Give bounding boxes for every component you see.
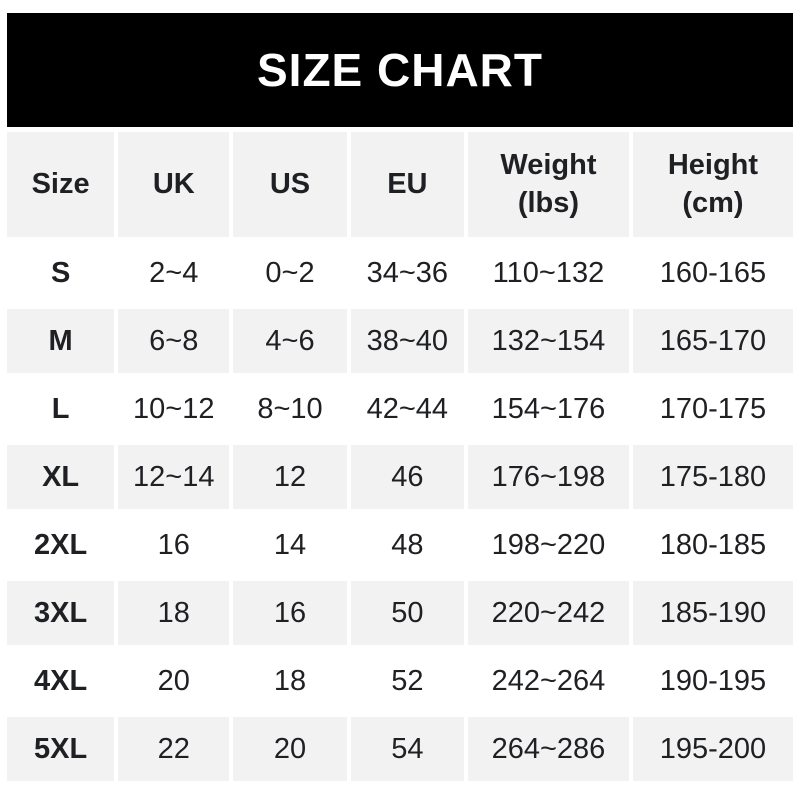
cell-height: 195-200: [632, 717, 793, 781]
cell-weight: 154~176: [468, 377, 629, 441]
table-row: 5XL 22 20 54 264~286 195-200: [7, 717, 793, 781]
table-row: L 10~12 8~10 42~44 154~176 170-175: [7, 377, 793, 441]
table-row: XL 12~14 12 46 176~198 175-180: [7, 445, 793, 509]
cell-size: 2XL: [7, 513, 115, 577]
cell-height: 190-195: [632, 649, 793, 713]
cell-height: 165-170: [632, 309, 793, 373]
cell-size: M: [7, 309, 115, 373]
cell-size: 4XL: [7, 649, 115, 713]
cell-height: 185-190: [632, 581, 793, 645]
cell-us: 8~10: [233, 377, 347, 441]
cell-us: 20: [233, 717, 347, 781]
cell-height: 160-165: [632, 241, 793, 305]
cell-eu: 46: [350, 445, 465, 509]
cell-eu: 38~40: [350, 309, 465, 373]
cell-weight: 132~154: [468, 309, 629, 373]
cell-uk: 22: [118, 717, 230, 781]
cell-eu: 34~36: [350, 241, 465, 305]
cell-uk: 12~14: [118, 445, 230, 509]
cell-size: 5XL: [7, 717, 115, 781]
cell-us: 18: [233, 649, 347, 713]
cell-eu: 48: [350, 513, 465, 577]
column-header-us: US: [233, 132, 347, 237]
column-header-uk: UK: [118, 132, 230, 237]
table-row: M 6~8 4~6 38~40 132~154 165-170: [7, 309, 793, 373]
cell-weight: 176~198: [468, 445, 629, 509]
cell-us: 14: [233, 513, 347, 577]
table-row: 2XL 16 14 48 198~220 180-185: [7, 513, 793, 577]
cell-height: 175-180: [632, 445, 793, 509]
table-row: S 2~4 0~2 34~36 110~132 160-165: [7, 241, 793, 305]
cell-uk: 16: [118, 513, 230, 577]
cell-uk: 18: [118, 581, 230, 645]
column-header-eu: EU: [350, 132, 465, 237]
table-row: 3XL 18 16 50 220~242 185-190: [7, 581, 793, 645]
cell-height: 180-185: [632, 513, 793, 577]
cell-size: 3XL: [7, 581, 115, 645]
cell-eu: 54: [350, 717, 465, 781]
cell-size: S: [7, 241, 115, 305]
cell-us: 4~6: [233, 309, 347, 373]
cell-uk: 20: [118, 649, 230, 713]
cell-eu: 42~44: [350, 377, 465, 441]
title-bar: SIZE CHART: [7, 13, 793, 127]
cell-eu: 50: [350, 581, 465, 645]
cell-weight: 264~286: [468, 717, 629, 781]
column-header-height: Height (cm): [632, 132, 793, 237]
cell-weight: 220~242: [468, 581, 629, 645]
cell-height: 170-175: [632, 377, 793, 441]
page-title: SIZE CHART: [257, 44, 543, 96]
cell-weight: 242~264: [468, 649, 629, 713]
cell-us: 0~2: [233, 241, 347, 305]
cell-uk: 10~12: [118, 377, 230, 441]
cell-size: L: [7, 377, 115, 441]
header-row: Size UK US EU Weight (lbs) Height (cm): [7, 132, 793, 237]
cell-eu: 52: [350, 649, 465, 713]
cell-us: 16: [233, 581, 347, 645]
column-header-size: Size: [7, 132, 115, 237]
cell-us: 12: [233, 445, 347, 509]
table-row: 4XL 20 18 52 242~264 190-195: [7, 649, 793, 713]
cell-weight: 110~132: [468, 241, 629, 305]
cell-weight: 198~220: [468, 513, 629, 577]
cell-size: XL: [7, 445, 115, 509]
cell-uk: 6~8: [118, 309, 230, 373]
column-header-weight: Weight (lbs): [468, 132, 629, 237]
size-chart-table: Size UK US EU Weight (lbs) Height (cm) S…: [3, 128, 797, 785]
cell-uk: 2~4: [118, 241, 230, 305]
